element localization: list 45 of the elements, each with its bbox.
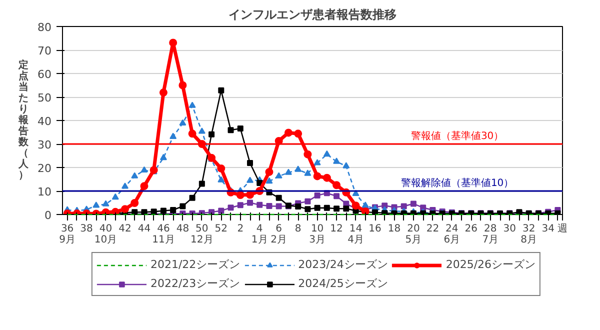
x-tick-label: 52 [214, 224, 228, 234]
x-tick-label: 48 [176, 224, 190, 234]
y-tick-label: 80 [38, 21, 52, 34]
x-tick-label: 16 [368, 224, 382, 234]
x-tick-label: 36 9月 [59, 224, 76, 246]
x-tick-label: 46 11月 [152, 224, 175, 246]
y-tick-label: 20 [38, 162, 52, 175]
chart-title: インフルエンザ患者報告数推移 [228, 8, 396, 22]
y-tick-label: 40 [38, 115, 52, 128]
x-tick-label: 6 2月 [270, 224, 288, 246]
y-tick-label: 30 [38, 138, 52, 152]
y-tick-label: 60 [38, 68, 52, 81]
y-tick-label: 0 [44, 209, 52, 222]
legend-label: 2022/23シーズン [150, 276, 240, 291]
x-tick-label: 42 [118, 224, 132, 234]
y-tick-label: 50 [38, 92, 52, 104]
x-tick-label: 50 12月 [190, 224, 214, 246]
legend-label: 2021/22シーズン [150, 257, 240, 272]
x-tick-label: 30 [503, 224, 516, 234]
x-tick-label: 34 [542, 224, 554, 234]
x-tick-label: 18 [388, 224, 401, 234]
x-tick-label: 2 [237, 224, 244, 234]
text: 定点当たり報告数（人） [18, 60, 29, 181]
x-tick-label: 10 3月 [309, 224, 326, 246]
legend-label: 2024/25シーズン [298, 276, 388, 291]
y-tick-label: 10 [38, 186, 52, 198]
y-tick-label: 70 [38, 44, 52, 58]
x-tick-label: 20 5月 [405, 224, 422, 246]
legend-label: 2025/26シーズン [446, 257, 536, 272]
x-tick-label: 22 [426, 224, 440, 234]
x-tick-label: 38 [80, 224, 93, 234]
legend-label: 2023/24シーズン [298, 257, 388, 272]
x-tick-label: 12 [330, 224, 343, 234]
x-tick-label: 32 8月 [520, 224, 538, 246]
x-tick-label: 26 [464, 224, 478, 234]
x-tick-label: 4 1月 [251, 224, 268, 246]
x-tick-label: 40 10月 [94, 224, 118, 246]
x-tick-label: 24 6月 [444, 224, 460, 246]
x-tick-label: 14 4月 [348, 224, 364, 246]
x-tick-label: 8 [294, 224, 302, 234]
x-tick-label: 44 [138, 224, 151, 234]
x-axis-title: 週 [558, 224, 568, 234]
x-tick-label: 28 7月 [482, 224, 499, 246]
ref-line-label: 警報値（基準値30） [410, 130, 504, 142]
ref-line-label: 警報解除値（基準値10） [400, 177, 514, 189]
